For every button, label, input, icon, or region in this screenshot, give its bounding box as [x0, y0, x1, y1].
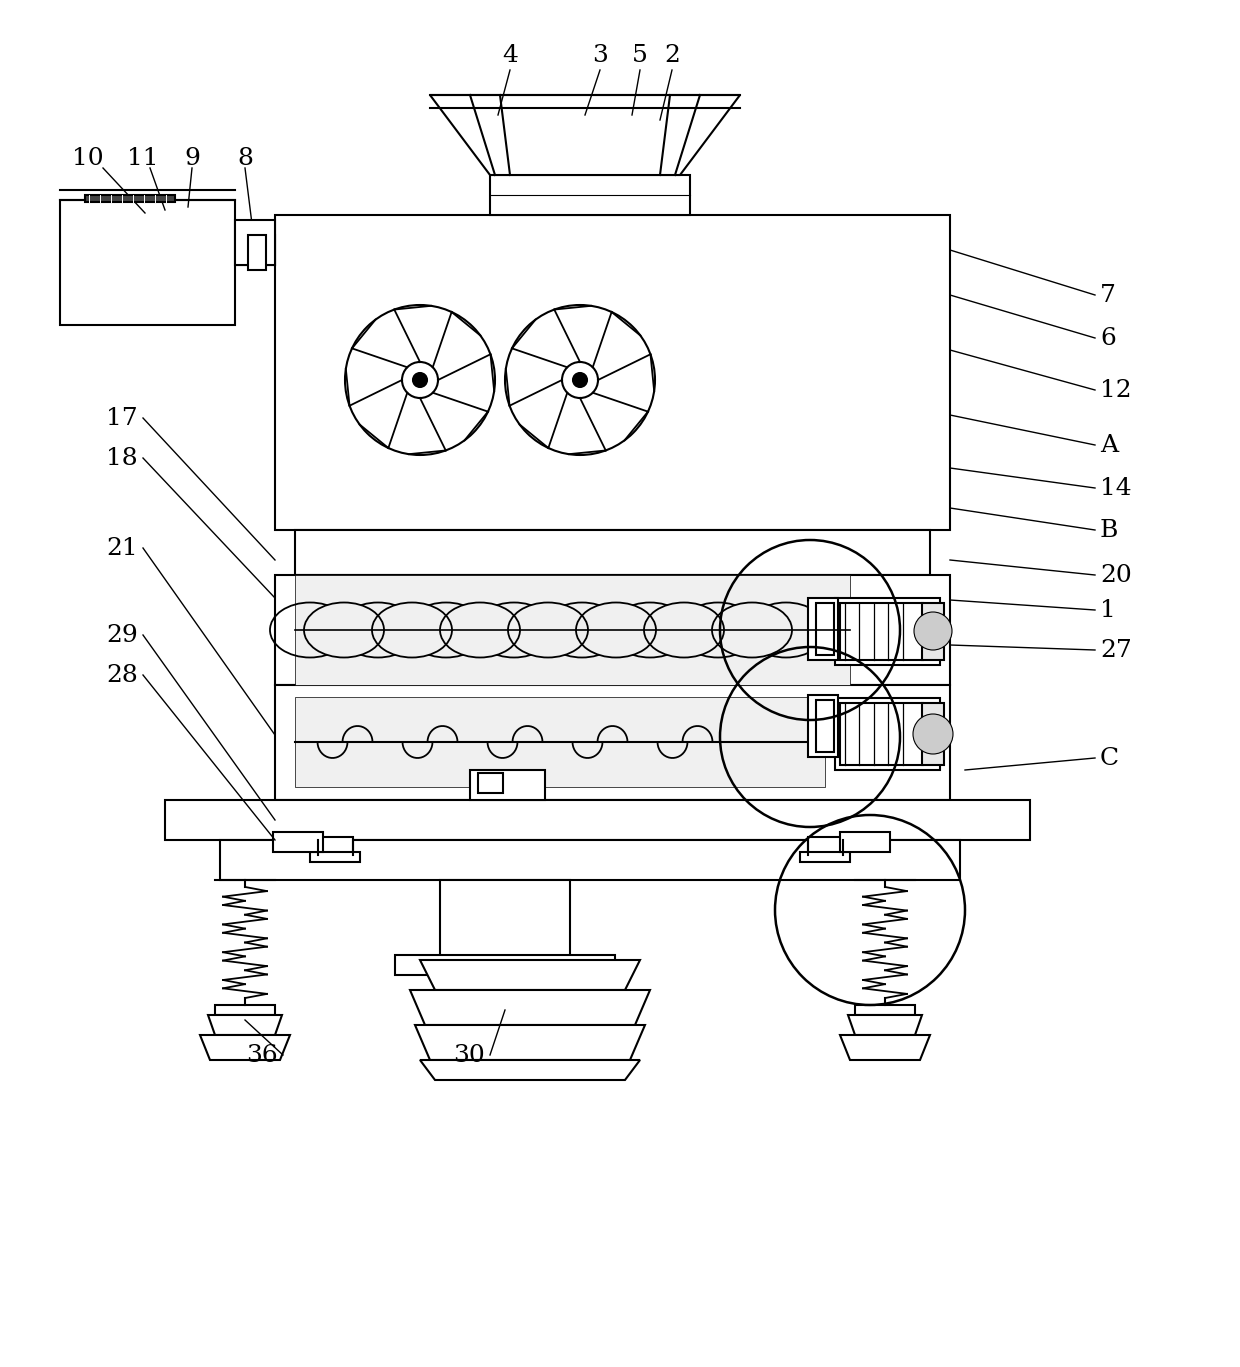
FancyBboxPatch shape	[440, 880, 570, 960]
FancyBboxPatch shape	[180, 235, 275, 265]
Ellipse shape	[440, 603, 520, 658]
FancyBboxPatch shape	[215, 1005, 275, 1016]
Circle shape	[573, 373, 587, 387]
Text: 29: 29	[107, 623, 138, 647]
Text: 3: 3	[591, 44, 608, 67]
FancyBboxPatch shape	[490, 175, 689, 215]
FancyBboxPatch shape	[295, 697, 825, 787]
Text: 11: 11	[128, 146, 159, 170]
Text: 2: 2	[665, 44, 680, 67]
Text: A: A	[1100, 433, 1118, 457]
FancyBboxPatch shape	[856, 1005, 915, 1016]
FancyBboxPatch shape	[86, 195, 175, 202]
Text: 20: 20	[1100, 563, 1132, 586]
FancyBboxPatch shape	[236, 220, 275, 265]
Polygon shape	[415, 1025, 645, 1059]
Text: 27: 27	[1100, 638, 1132, 662]
FancyBboxPatch shape	[310, 852, 360, 863]
Ellipse shape	[712, 603, 792, 658]
Text: 1: 1	[1100, 599, 1116, 622]
Polygon shape	[430, 94, 740, 175]
Text: 9: 9	[184, 146, 200, 170]
FancyBboxPatch shape	[248, 235, 267, 271]
FancyBboxPatch shape	[835, 597, 940, 664]
FancyBboxPatch shape	[839, 603, 923, 660]
FancyBboxPatch shape	[800, 852, 849, 863]
Polygon shape	[420, 1059, 640, 1080]
Ellipse shape	[644, 603, 724, 658]
Ellipse shape	[372, 603, 453, 658]
Circle shape	[914, 612, 952, 649]
FancyBboxPatch shape	[477, 772, 503, 793]
Text: 6: 6	[1100, 327, 1116, 350]
FancyBboxPatch shape	[275, 576, 950, 685]
FancyBboxPatch shape	[60, 200, 236, 325]
Text: 30: 30	[454, 1043, 485, 1066]
FancyBboxPatch shape	[816, 603, 835, 655]
Text: 12: 12	[1100, 379, 1132, 402]
FancyBboxPatch shape	[470, 770, 546, 800]
Text: 5: 5	[632, 44, 649, 67]
Polygon shape	[839, 1035, 930, 1059]
Circle shape	[413, 373, 427, 387]
Polygon shape	[410, 990, 650, 1025]
Text: 10: 10	[72, 146, 104, 170]
FancyBboxPatch shape	[923, 703, 944, 766]
FancyBboxPatch shape	[165, 800, 1030, 839]
Text: 8: 8	[237, 146, 253, 170]
Text: 18: 18	[107, 447, 138, 469]
FancyBboxPatch shape	[839, 833, 890, 852]
Polygon shape	[200, 1035, 290, 1059]
Text: 21: 21	[107, 536, 138, 559]
FancyBboxPatch shape	[816, 700, 835, 752]
FancyBboxPatch shape	[808, 837, 843, 854]
Text: 28: 28	[107, 663, 138, 686]
Ellipse shape	[508, 603, 588, 658]
Text: 36: 36	[247, 1043, 278, 1066]
Text: 14: 14	[1100, 477, 1132, 499]
FancyBboxPatch shape	[275, 685, 950, 800]
Polygon shape	[208, 1016, 281, 1035]
FancyBboxPatch shape	[295, 576, 849, 685]
Text: C: C	[1100, 746, 1120, 770]
FancyBboxPatch shape	[808, 694, 838, 757]
Ellipse shape	[577, 603, 656, 658]
Ellipse shape	[304, 603, 384, 658]
Circle shape	[913, 714, 954, 755]
FancyBboxPatch shape	[295, 530, 930, 576]
Text: B: B	[1100, 518, 1118, 541]
Text: 7: 7	[1100, 283, 1116, 306]
Polygon shape	[848, 1016, 923, 1035]
FancyBboxPatch shape	[219, 839, 960, 880]
FancyBboxPatch shape	[396, 956, 615, 975]
FancyBboxPatch shape	[275, 215, 950, 530]
FancyBboxPatch shape	[923, 603, 944, 660]
Polygon shape	[420, 960, 640, 990]
FancyBboxPatch shape	[808, 597, 838, 660]
FancyBboxPatch shape	[273, 833, 322, 852]
Text: 4: 4	[502, 44, 518, 67]
FancyBboxPatch shape	[317, 837, 353, 854]
FancyBboxPatch shape	[839, 703, 923, 766]
FancyBboxPatch shape	[835, 699, 940, 770]
Text: 17: 17	[107, 406, 138, 429]
